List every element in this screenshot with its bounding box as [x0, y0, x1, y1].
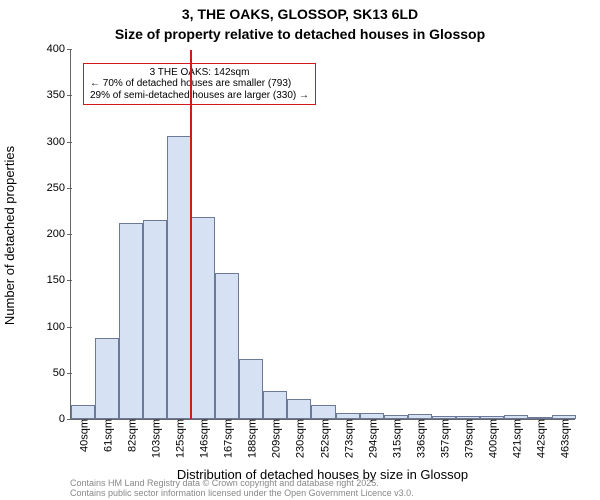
y-tick: 0 — [59, 413, 71, 425]
annotation-line: ← 70% of detached houses are smaller (79… — [90, 78, 309, 90]
bar — [143, 220, 167, 419]
x-tick: 146sqm — [196, 419, 211, 458]
footnote-line2: Contains public sector information licen… — [70, 489, 414, 498]
y-axis-label: Number of detached properties — [0, 50, 20, 420]
bar — [119, 223, 143, 419]
y-tick: 250 — [47, 182, 71, 194]
x-tick: 294sqm — [364, 419, 379, 458]
footnote: Contains HM Land Registry data © Crown c… — [70, 479, 414, 498]
bar — [191, 217, 215, 419]
bar — [71, 405, 95, 419]
bar — [311, 405, 335, 419]
x-tick: 463sqm — [556, 419, 571, 458]
x-tick: 400sqm — [484, 419, 499, 458]
bar — [263, 391, 287, 419]
y-tick: 400 — [47, 43, 71, 55]
x-tick: 103sqm — [148, 419, 163, 458]
x-tick: 379sqm — [460, 419, 475, 458]
annotation-line: 29% of semi-detached houses are larger (… — [90, 90, 309, 102]
x-tick: 209sqm — [268, 419, 283, 458]
chart-title-line1: 3, THE OAKS, GLOSSOP, SK13 6LD — [0, 6, 600, 22]
x-tick: 82sqm — [124, 419, 139, 452]
x-tick: 315sqm — [388, 419, 403, 458]
x-tick: 61sqm — [100, 419, 115, 452]
chart-title-line2: Size of property relative to detached ho… — [0, 26, 600, 42]
annotation-line: 3 THE OAKS: 142sqm — [90, 67, 309, 79]
y-tick: 200 — [47, 228, 71, 240]
annotation-box: 3 THE OAKS: 142sqm← 70% of detached hous… — [83, 63, 316, 106]
x-tick: 40sqm — [76, 419, 91, 452]
x-tick: 230sqm — [292, 419, 307, 458]
x-tick: 252sqm — [316, 419, 331, 458]
x-tick: 273sqm — [340, 419, 355, 458]
x-tick: 336sqm — [412, 419, 427, 458]
bar — [95, 338, 119, 419]
x-tick: 125sqm — [172, 419, 187, 458]
bar — [167, 136, 191, 419]
y-tick: 300 — [47, 136, 71, 148]
x-tick: 167sqm — [220, 419, 235, 458]
x-tick: 357sqm — [436, 419, 451, 458]
plot-area: 3 THE OAKS: 142sqm← 70% of detached hous… — [70, 50, 575, 420]
x-tick: 442sqm — [532, 419, 547, 458]
y-tick: 150 — [47, 274, 71, 286]
x-tick: 188sqm — [244, 419, 259, 458]
bar — [239, 359, 263, 419]
bar — [287, 399, 311, 419]
y-tick: 50 — [53, 367, 71, 379]
subject-marker-line — [190, 50, 192, 419]
y-tick: 100 — [47, 321, 71, 333]
figure: 3, THE OAKS, GLOSSOP, SK13 6LD Size of p… — [0, 0, 600, 500]
y-tick: 350 — [47, 89, 71, 101]
bar — [215, 273, 239, 419]
x-tick: 421sqm — [508, 419, 523, 458]
